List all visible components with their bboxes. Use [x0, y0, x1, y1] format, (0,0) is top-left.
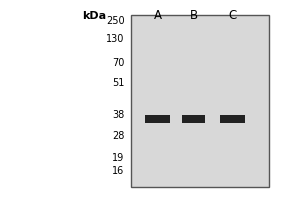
Text: 250: 250	[106, 16, 124, 26]
Text: B: B	[189, 9, 198, 22]
Text: A: A	[154, 9, 161, 22]
Text: 38: 38	[112, 110, 124, 120]
Text: 130: 130	[106, 34, 124, 44]
Bar	[220, 115, 245, 123]
Text: 28: 28	[112, 131, 124, 141]
Text: 70: 70	[112, 58, 124, 68]
Text: 16: 16	[112, 166, 124, 176]
Bar	[182, 115, 205, 123]
Bar	[145, 115, 170, 123]
Text: 19: 19	[112, 153, 124, 163]
Text: kDa: kDa	[82, 11, 106, 21]
Text: C: C	[228, 9, 237, 22]
Bar	[130, 15, 268, 187]
Text: 51: 51	[112, 78, 124, 88]
